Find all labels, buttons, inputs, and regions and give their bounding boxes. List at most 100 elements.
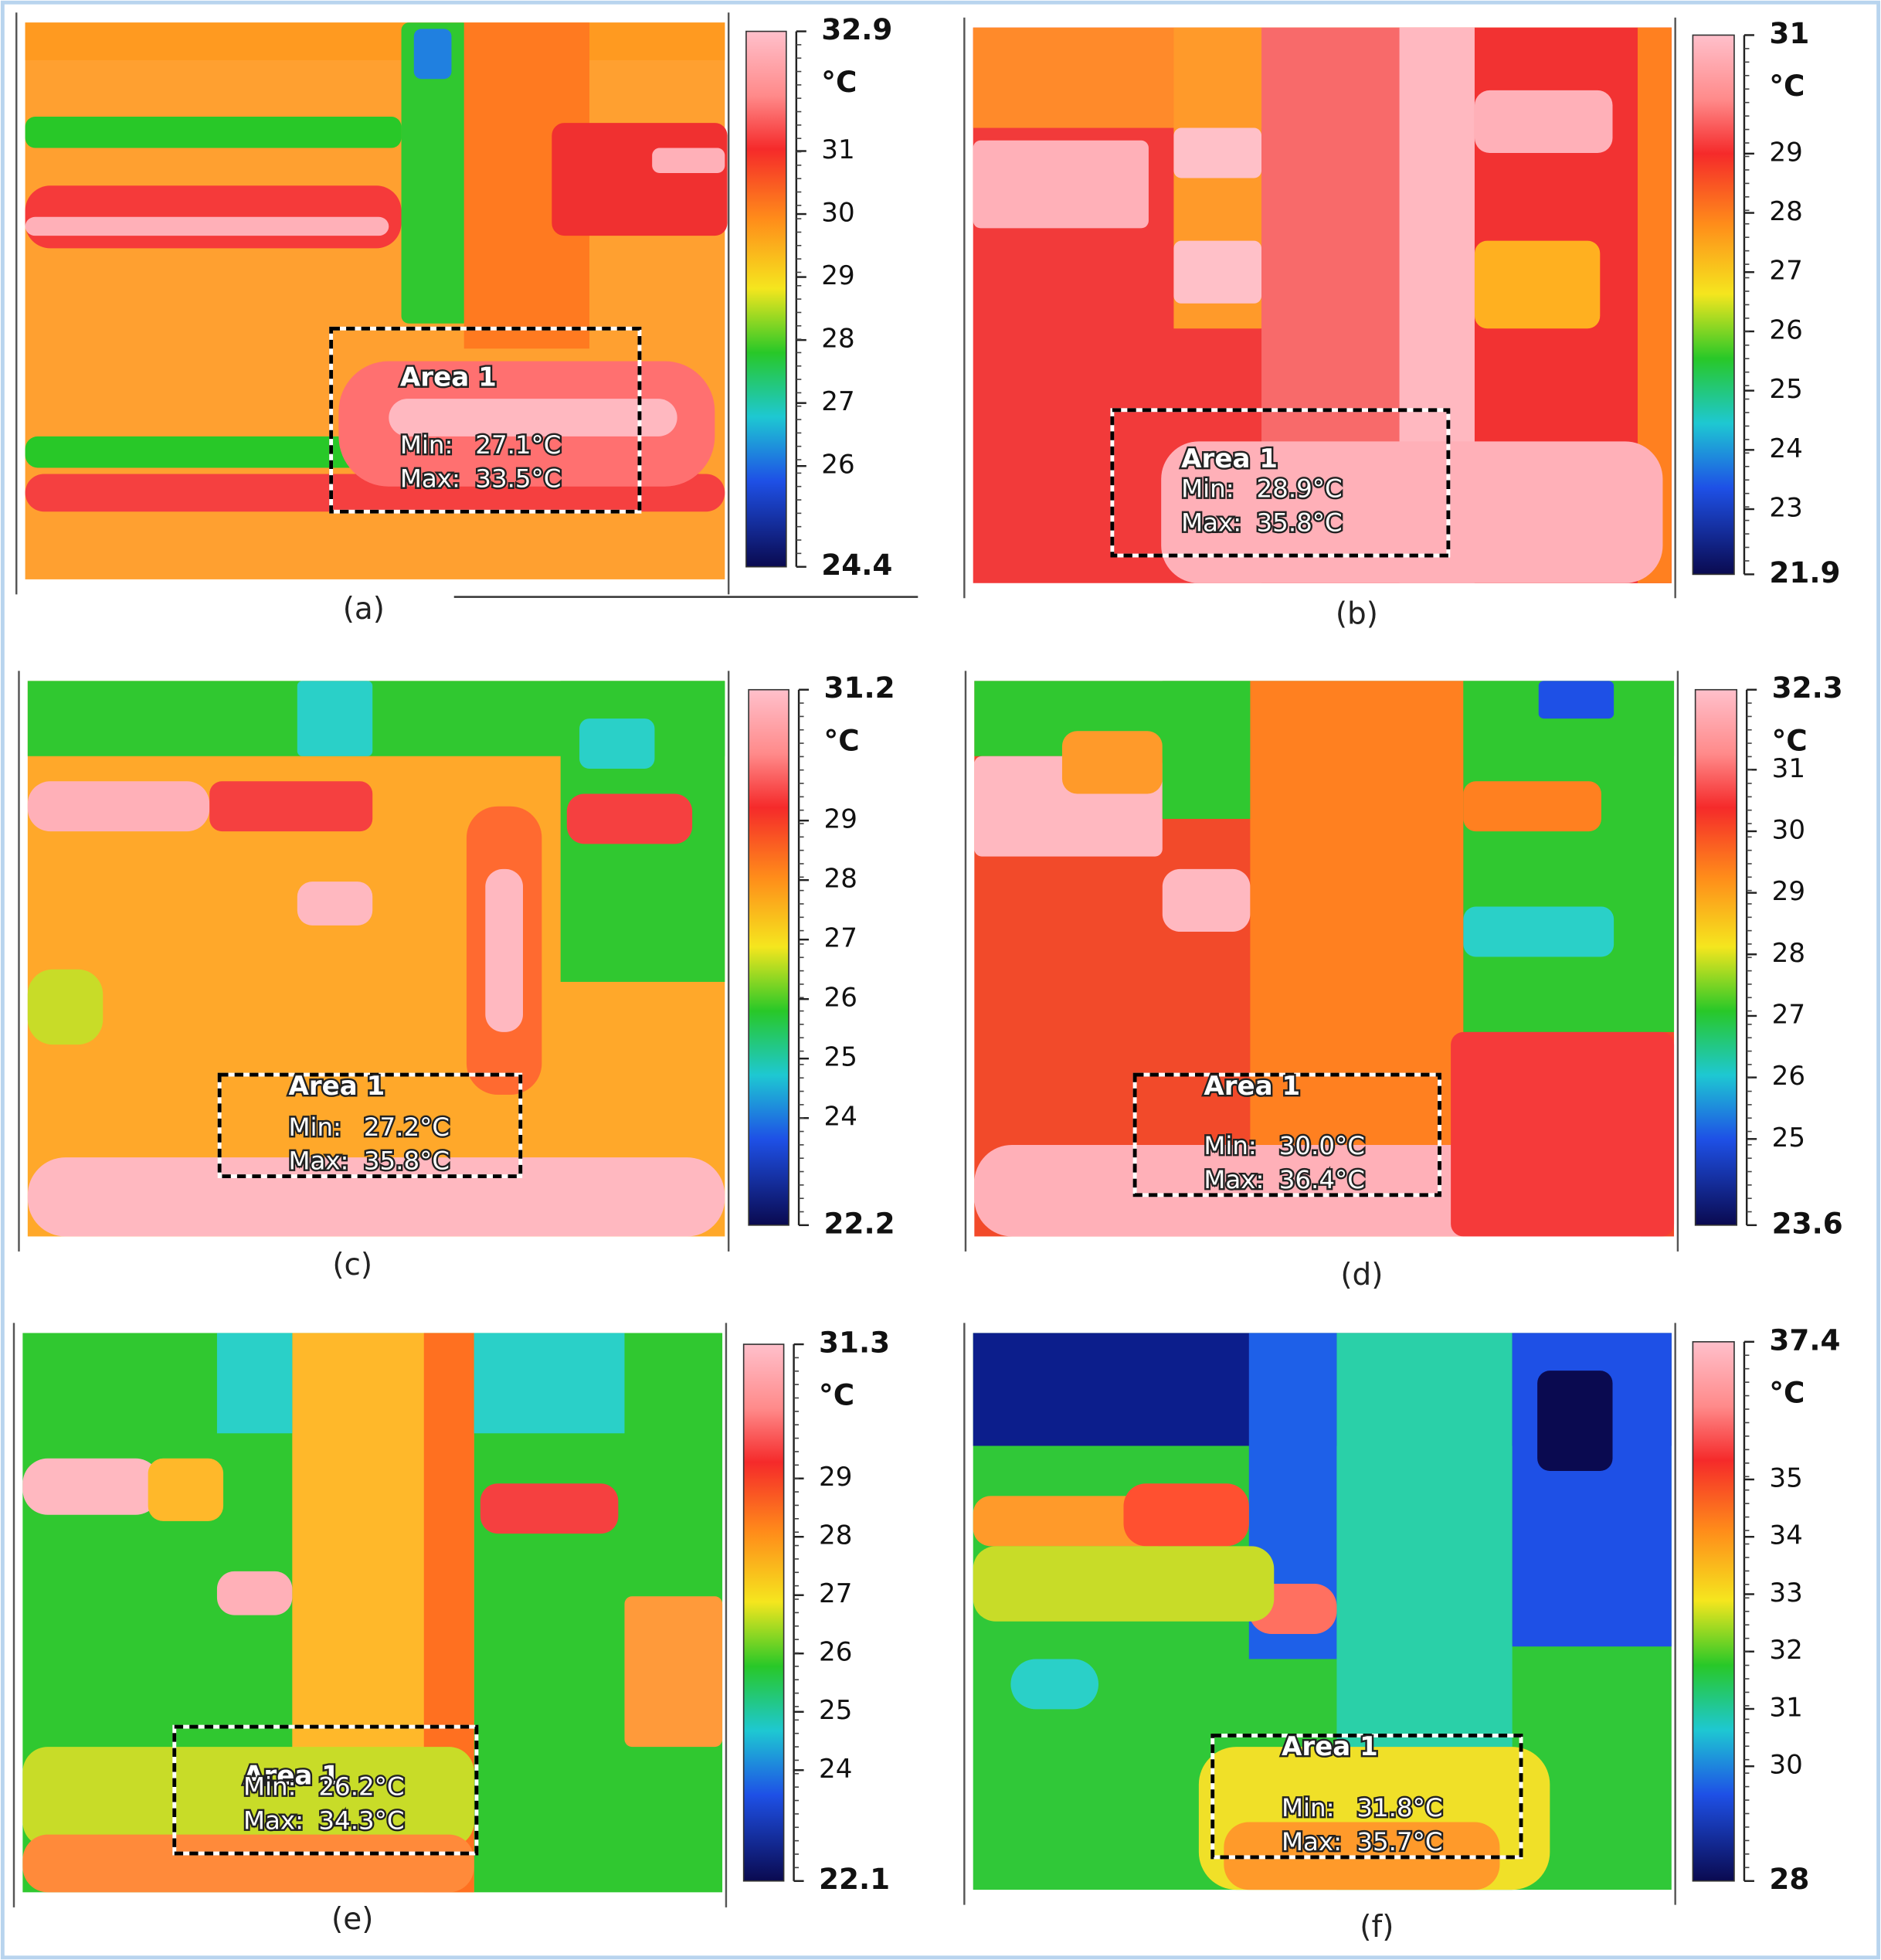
colorbar-unit: °C <box>824 723 860 757</box>
area-title: Area 1 <box>1282 1731 1378 1762</box>
colorbar-tick-label: 28 <box>821 324 854 355</box>
colorbar-tick-label: 26 <box>1772 1061 1805 1092</box>
thermal-region <box>22 1747 474 1847</box>
panel-label: (f) <box>1360 1910 1394 1945</box>
colorbar-unit: °C <box>1769 69 1805 103</box>
thermal-region <box>624 1596 723 1748</box>
colorbar-tick-label: 27 <box>1769 256 1802 287</box>
min-value: 26.2°C <box>318 1772 404 1802</box>
thermal-panel: Area 1 Min: 31.8°C Max: 35.7°C 37.4 °C 28 35 34 33… <box>963 1323 1841 1945</box>
thermal-region <box>27 781 210 832</box>
colorbar-tick-label: 35 <box>1769 1462 1802 1493</box>
colorbar-tick-label: 26 <box>1769 314 1802 345</box>
colorbar-unit: °C <box>1772 723 1808 757</box>
thermal-panel: Area 1 Min: 30.0°C Max: 36.4°C 32.3 °C 23.6 31 30… <box>964 671 1843 1293</box>
thermal-region <box>1463 906 1614 957</box>
max-value: 35.7°C <box>1356 1827 1442 1856</box>
min-label: Min: <box>400 430 453 460</box>
min-label: Min: <box>288 1112 341 1142</box>
thermal-region <box>485 868 523 1032</box>
thermal-region <box>1463 781 1601 832</box>
colorbar-min: 24.4 <box>821 548 892 582</box>
colorbar-tick-label: 29 <box>1769 137 1802 168</box>
colorbar-tick-label: 28 <box>819 1520 852 1551</box>
thermal-region <box>401 22 470 324</box>
thermal-region <box>297 681 373 756</box>
colorbar-tick-label: 24 <box>819 1754 852 1785</box>
colorbar-tick-label: 27 <box>824 923 857 954</box>
colorbar-tick-label: 29 <box>824 804 857 835</box>
thermal-region <box>1250 681 1464 1237</box>
thermal-region <box>1474 240 1601 329</box>
thermal-region <box>27 969 104 1045</box>
colorbar-tick-label: 28 <box>824 864 857 895</box>
area-title: Area 1 <box>400 362 497 393</box>
thermal-region <box>474 1333 625 1434</box>
colorbar-unit: °C <box>821 65 857 99</box>
thermal-region <box>25 22 725 60</box>
area-title: Area 1 <box>288 1071 385 1102</box>
panel-label: (a) <box>343 592 385 627</box>
colorbar-max: 31 <box>1769 16 1809 50</box>
colorbar-max: 31.2 <box>824 671 895 705</box>
colorbar-min: 23.6 <box>1772 1206 1843 1240</box>
max-value: 35.8°C <box>1257 508 1343 537</box>
area-box <box>1132 1072 1441 1197</box>
thermal-region <box>1463 681 1675 1032</box>
colorbar-tick-label: 23 <box>1769 493 1802 524</box>
colorbar-min: 22.1 <box>819 1862 890 1896</box>
thermal-region <box>1173 240 1262 304</box>
colorbar-tick-label: 25 <box>1769 374 1802 405</box>
colorbar-tick-label: 31 <box>821 134 854 165</box>
colorbar-tick-label: 29 <box>821 260 854 291</box>
min-label: Min: <box>1282 1793 1335 1822</box>
colorbar <box>1692 34 1735 576</box>
panel-label: (c) <box>332 1248 372 1282</box>
thermal-region <box>1123 1483 1249 1547</box>
colorbar-max: 32.9 <box>821 12 892 46</box>
colorbar-tick-label: 31 <box>1772 753 1805 784</box>
max-value: 34.3°C <box>318 1805 404 1835</box>
thermal-region <box>148 1458 224 1521</box>
thermal-region <box>652 148 725 173</box>
colorbar-tick-label: 29 <box>819 1462 852 1493</box>
colorbar-tick-label: 24 <box>1769 433 1802 464</box>
thermal-panel: Area 1 Min: 27.1°C Max: 33.5°C 32.9 °C 24.4 31 30… <box>15 12 892 627</box>
colorbar-tick-label: 27 <box>819 1578 852 1609</box>
thermal-region <box>1451 1031 1675 1237</box>
colorbar-unit: °C <box>819 1378 854 1412</box>
colorbar-tick-label: 32 <box>1769 1635 1802 1666</box>
colorbar-max: 37.4 <box>1769 1323 1840 1357</box>
colorbar-tick-label: 27 <box>821 386 854 417</box>
colorbar-unit: °C <box>1769 1375 1805 1409</box>
thermal-region <box>1537 1371 1613 1471</box>
thermal-region <box>480 1483 619 1534</box>
thermal-region <box>579 718 655 769</box>
colorbar-tick-label: 31 <box>1769 1692 1802 1723</box>
thermal-region <box>216 1571 293 1615</box>
area-box <box>172 1724 479 1856</box>
thermal-region <box>389 399 677 436</box>
thermal-region <box>25 116 402 148</box>
colorbar <box>1692 1340 1735 1882</box>
panel-label: (d) <box>1340 1258 1383 1293</box>
thermal-region <box>552 123 728 236</box>
colorbar <box>748 688 789 1226</box>
min-value: 27.2°C <box>364 1112 450 1142</box>
thermal-region <box>413 29 452 80</box>
min-label: Min: <box>1204 1131 1257 1160</box>
area-box <box>329 326 642 514</box>
colorbar-tick-label: 25 <box>1772 1123 1805 1153</box>
min-label: Min: <box>243 1772 297 1802</box>
panel-label: (b) <box>1336 596 1378 631</box>
thermal-region <box>973 140 1149 229</box>
thermal-region <box>1162 868 1251 932</box>
thermal-region <box>1010 1659 1099 1710</box>
colorbar-tick-label: 29 <box>1772 876 1805 907</box>
max-label: Max: <box>243 1805 304 1835</box>
min-value: 27.1°C <box>475 430 561 460</box>
panel-label: (e) <box>331 1902 373 1937</box>
